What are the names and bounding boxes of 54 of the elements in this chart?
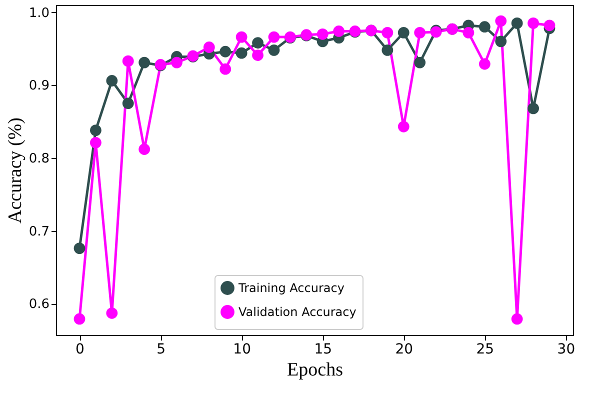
point [138,56,150,68]
point [106,307,118,319]
x-tick-label: 0 [76,342,84,358]
point [544,20,556,32]
y-tick-label: 1.0 [28,6,50,21]
point [252,50,264,61]
point [382,26,394,38]
x-tick-label: 25 [476,342,494,358]
point [268,44,280,56]
y-tick-label: 0.6 [28,297,50,312]
point [236,31,248,43]
x-tick-label: 20 [395,342,414,358]
point [122,98,134,110]
point [495,36,507,48]
point [316,28,328,40]
point [528,102,539,114]
point [236,47,248,59]
point [398,120,410,132]
y-tick-label: 0.7 [28,224,50,240]
point [528,18,539,29]
point [398,26,410,38]
point [333,26,345,37]
y-axis-title: Accuracy (%) [4,117,26,224]
point [511,18,523,29]
point [90,136,102,148]
point [268,31,280,43]
point [106,75,118,86]
point [74,313,86,325]
point [478,21,490,33]
point [122,55,134,67]
y-tick-label: 0.8 [28,151,50,166]
point [414,56,426,68]
point [74,242,86,254]
point [511,313,523,325]
point [220,46,232,58]
x-tick-label: 5 [156,342,166,358]
x-axis-title: Epochs [287,360,343,380]
x-tick-label: 30 [557,342,576,358]
x-tick-label: 15 [314,342,332,358]
point [220,63,232,75]
legend-label: Training Accuracy [238,281,344,295]
point [478,58,490,70]
point [252,37,264,49]
y-tick-label: 0.9 [28,78,50,94]
point [382,44,394,56]
point [203,42,215,53]
legend-label: Validation Accuracy [238,305,356,319]
point [90,124,102,136]
point [171,56,182,68]
x-tick-label: 10 [233,342,251,358]
point [462,26,474,38]
point [495,15,507,27]
point [138,144,150,155]
point [414,26,426,38]
